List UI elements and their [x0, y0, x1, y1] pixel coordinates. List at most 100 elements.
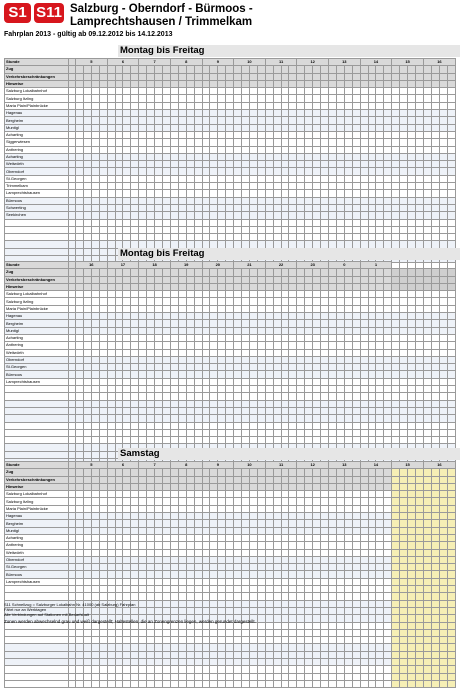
time-cell [114, 101, 124, 111]
time-cell [146, 482, 156, 492]
station-name: Verkehrsbeschränkungen [4, 72, 69, 81]
table-row: Oberndorf [4, 355, 457, 365]
station-name [4, 414, 69, 423]
time-cell [75, 116, 84, 125]
time-cell [98, 167, 108, 176]
time-cell [130, 541, 140, 550]
time-cell [264, 650, 274, 660]
time-cell [209, 152, 219, 162]
time-cell [106, 152, 116, 162]
time-cell [422, 592, 432, 601]
time-cell [241, 526, 250, 535]
time-cell [391, 377, 401, 387]
time-cell [138, 297, 148, 306]
time-cell [114, 497, 124, 506]
time-cell [241, 297, 250, 306]
time-cell [407, 599, 416, 608]
time-cell [367, 109, 377, 118]
time-cell [422, 370, 432, 379]
table-row: Hinweise [4, 79, 457, 89]
time-cell [414, 541, 424, 550]
time-cell [106, 312, 116, 321]
time-cell [343, 355, 353, 365]
time-cell [201, 385, 211, 394]
time-cell [312, 541, 322, 550]
arr-dep-cell [68, 94, 76, 103]
time-cell [114, 72, 124, 81]
time-cell [75, 436, 84, 445]
time-cell [407, 333, 416, 343]
station-name: Hinweise [4, 282, 69, 292]
time-cell [161, 482, 171, 492]
time-cell [312, 519, 322, 528]
table-row [4, 606, 457, 616]
time-cell [169, 504, 179, 514]
time-cell [130, 370, 140, 379]
time-cell [225, 160, 235, 169]
time-cell [138, 628, 148, 638]
time-cell [138, 79, 148, 89]
time-cell [161, 679, 171, 688]
time-cell [335, 304, 345, 314]
time-cell [248, 160, 258, 169]
time-cell [407, 101, 416, 111]
time-cell [154, 138, 163, 147]
time-cell [375, 406, 385, 416]
time-cell [169, 363, 179, 372]
time-cell [272, 109, 282, 118]
time-cell [256, 614, 266, 623]
time-cell [169, 497, 179, 506]
time-cell [272, 218, 282, 227]
time-cell [359, 94, 369, 103]
time-cell [407, 348, 416, 357]
time-cell [272, 319, 282, 328]
time-cell [351, 218, 361, 227]
time-cell [304, 672, 314, 681]
table-row [4, 657, 457, 667]
time-cell [154, 392, 163, 401]
time-cell [122, 196, 132, 205]
time-cell [138, 512, 148, 521]
time-cell [241, 225, 250, 235]
time-cell [288, 526, 298, 535]
time-cell [312, 189, 322, 198]
time-cell [177, 326, 187, 335]
station-name: Salzburg Itzling [4, 497, 69, 506]
time-cell [399, 297, 409, 306]
hour-header: 7 [138, 460, 171, 470]
time-cell [288, 174, 298, 184]
time-cell [177, 406, 187, 416]
time-cell [209, 203, 219, 213]
time-cell [335, 657, 345, 667]
time-cell [383, 406, 393, 416]
time-cell [75, 592, 84, 601]
hour-header: 18 [138, 260, 171, 270]
table-row: Weitwörth [4, 548, 457, 557]
station-name: Weitwörth [4, 348, 69, 357]
time-cell [169, 79, 179, 89]
time-cell [217, 657, 227, 667]
hour-header: 14 [359, 57, 393, 67]
time-cell [335, 541, 345, 550]
time-cell [98, 497, 108, 506]
time-cell [288, 606, 298, 616]
time-cell [217, 377, 227, 387]
time-cell [343, 392, 353, 401]
time-cell [359, 468, 369, 477]
hour-header: 6 [106, 460, 140, 470]
time-cell [312, 319, 322, 328]
time-cell [359, 72, 369, 81]
time-cell [248, 123, 258, 132]
time-cell [98, 563, 108, 572]
time-cell [430, 116, 440, 125]
time-cell [90, 512, 100, 521]
time-cell [217, 319, 227, 328]
time-cell [169, 297, 179, 306]
time-cell [146, 72, 156, 81]
time-cell [272, 297, 282, 306]
time-cell [241, 109, 250, 118]
hour-header: 12 [296, 460, 329, 470]
time-cell [399, 614, 409, 623]
time-cell [241, 377, 250, 387]
time-cell [288, 490, 298, 499]
